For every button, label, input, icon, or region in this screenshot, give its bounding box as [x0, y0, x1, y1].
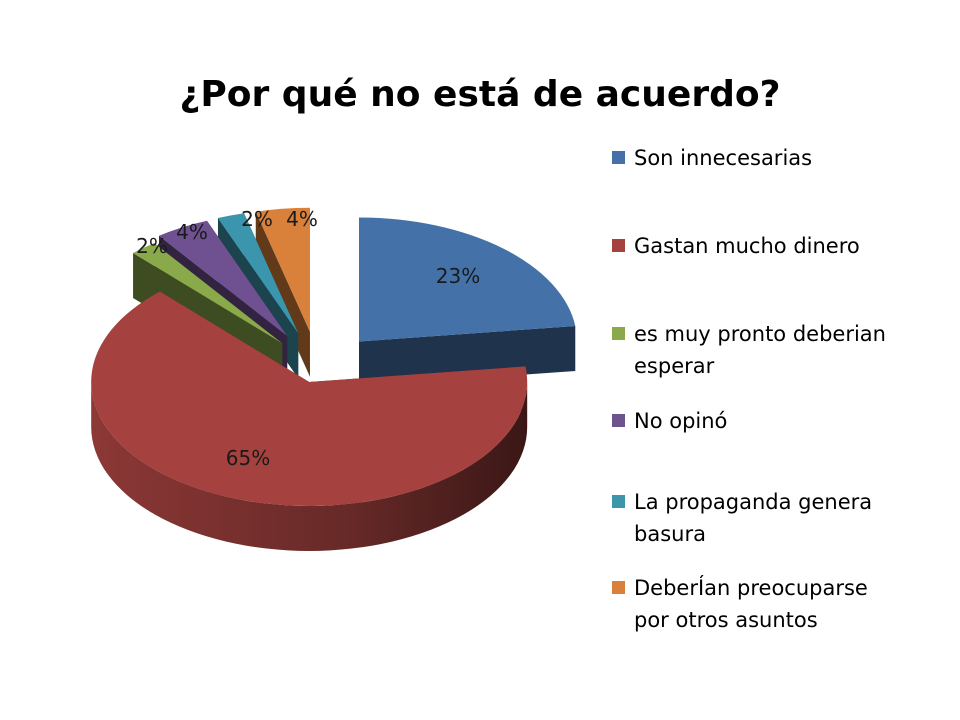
- legend-swatch: [612, 581, 625, 594]
- pie-slice-3: [159, 220, 288, 337]
- data-label-1: 65%: [226, 446, 270, 470]
- data-label-0: 23%: [436, 264, 480, 288]
- legend-label: No opinó: [634, 409, 728, 433]
- legend-label: La propaganda genera basura: [634, 490, 873, 546]
- pie-tops: [91, 207, 576, 506]
- legend-swatch: [612, 414, 625, 427]
- legend-swatch: [612, 327, 625, 340]
- legend-label: es muy pronto deberian esperar: [634, 322, 886, 378]
- pie-slice-5: [255, 207, 310, 332]
- pie-slice-1: [91, 291, 528, 506]
- legend-swatch: [612, 495, 625, 508]
- data-label-3: 4%: [176, 220, 208, 244]
- pie-slice-2: [133, 243, 283, 344]
- pie-slice-4: [217, 213, 299, 334]
- legend-label: Son innecesarias: [634, 146, 813, 170]
- data-label-4: 2%: [241, 207, 273, 231]
- data-label-5: 4%: [286, 207, 318, 231]
- pie-data-labels: 23% 65% 2% 4% 2% 4%: [136, 207, 480, 470]
- legend-swatch: [612, 239, 625, 252]
- data-label-2: 2%: [136, 234, 168, 258]
- legend-label: Gastan mucho dinero: [634, 234, 860, 258]
- pie-slice-0: [359, 217, 576, 342]
- legend-label: DeberÍan preocuparse por otros asuntos: [634, 576, 868, 632]
- chart-title: ¿Por qué no está de acuerdo?: [179, 74, 781, 115]
- legend-swatch: [612, 151, 625, 164]
